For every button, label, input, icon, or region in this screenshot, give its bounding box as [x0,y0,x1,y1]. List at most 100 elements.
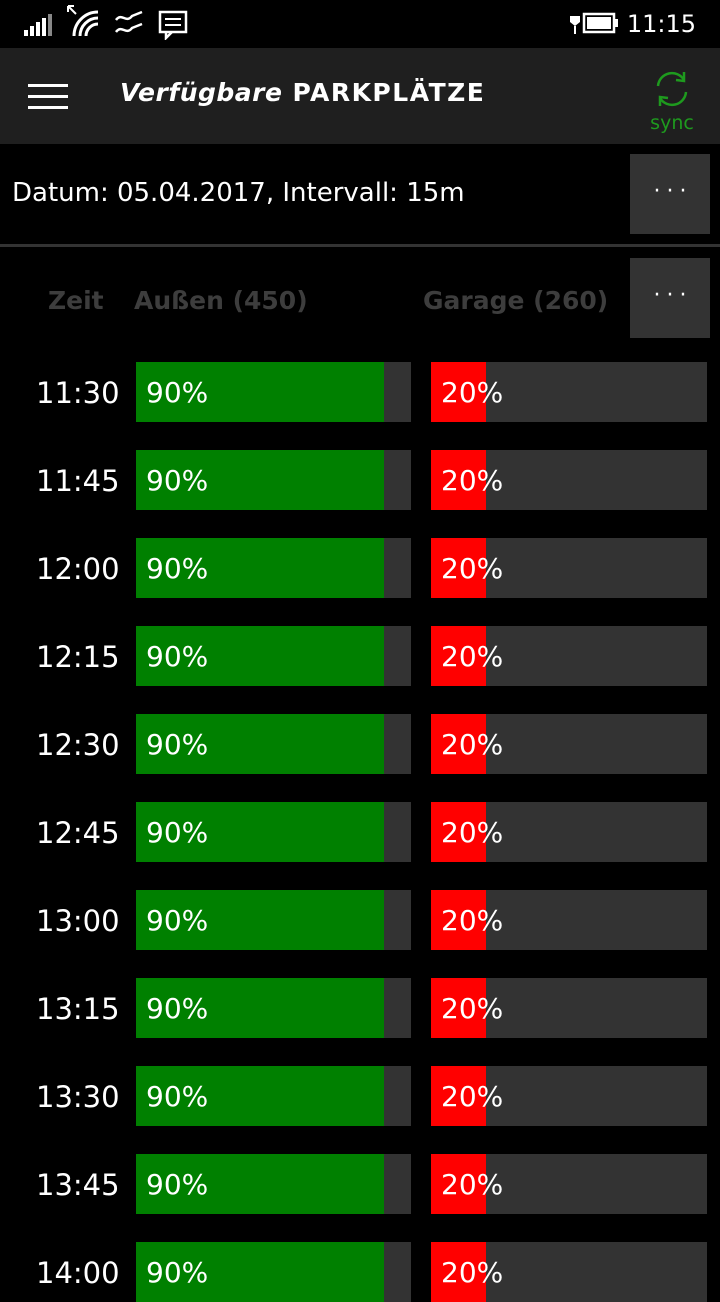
outside-bar-label: 90% [146,1080,209,1113]
table-row: 13:00 90% 20% [0,890,720,950]
outside-bar-label: 90% [146,992,209,1025]
garage-bar: 20% [431,890,707,950]
garage-bar-fill [431,1066,486,1126]
date-interval-text: Datum: 05.04.2017, Intervall: 15m [12,178,465,208]
row-time: 13:00 [36,904,120,938]
garage-bar-fill [431,1154,486,1214]
outside-bar-label: 90% [146,376,209,409]
row-time: 12:30 [36,728,120,762]
garage-bar: 20% [431,538,707,598]
outside-bar-fill [136,538,384,598]
table-row: 13:45 90% 20% [0,1154,720,1214]
garage-bar-label: 20% [441,376,504,409]
outside-bar: 90% [136,714,411,774]
outside-bar: 90% [136,450,411,510]
row-time: 12:00 [36,552,120,586]
sync-button[interactable]: sync [644,66,700,134]
outside-bar-fill [136,890,384,950]
row-time: 13:30 [36,1080,120,1114]
outside-bar-fill [136,802,384,862]
garage-bar-fill [431,450,486,510]
sync-icon [656,71,688,107]
garage-bar-fill [431,538,486,598]
outside-bar-fill [136,978,384,1038]
garage-bar-label: 20% [441,640,504,673]
signal-icon [24,14,52,36]
column-header-time: Zeit [48,286,104,315]
garage-bar-label: 20% [441,464,504,497]
page-title: Verfügbare PARKPLÄTZE [120,78,485,107]
table-row: 11:30 90% 20% [0,362,720,422]
garage-bar-label: 20% [441,816,504,849]
outside-bar: 90% [136,1154,411,1214]
status-time: 11:15 [626,10,696,38]
garage-bar: 20% [431,714,707,774]
outside-bar-fill [136,1154,384,1214]
garage-bar: 20% [431,1066,707,1126]
message-icon [158,10,188,40]
garage-bar-label: 20% [441,728,504,761]
outside-bar-fill [136,714,384,774]
outside-bar: 90% [136,1242,411,1302]
outside-bar: 90% [136,978,411,1038]
table-row: 14:00 90% 20% [0,1242,720,1302]
table-row: 12:00 90% 20% [0,538,720,598]
app-header: Verfügbare PARKPLÄTZE sync [0,48,720,144]
row-time: 12:15 [36,640,120,674]
garage-bar-label: 20% [441,1080,504,1113]
outside-bar: 90% [136,362,411,422]
table-row: 13:30 90% 20% [0,1066,720,1126]
filter-row: Datum: 05.04.2017, Intervall: 15m ··· [0,144,720,244]
garage-bar: 20% [431,450,707,510]
outside-bar-label: 90% [146,552,209,585]
page-title-part1: Verfügbare [120,78,283,107]
garage-bar: 20% [431,1154,707,1214]
outside-bar-fill [136,362,384,422]
filter-more-button[interactable]: ··· [630,154,710,234]
garage-bar-fill [431,802,486,862]
outside-bar-label: 90% [146,728,209,761]
garage-bar-fill [431,890,486,950]
row-time: 11:30 [36,376,120,410]
garage-bar: 20% [431,626,707,686]
outside-bar-label: 90% [146,816,209,849]
outside-bar: 90% [136,1066,411,1126]
column-header-garage: Garage (260) [423,286,609,315]
row-time: 14:00 [36,1256,120,1290]
table-row: 12:45 90% 20% [0,802,720,862]
divider [0,244,720,247]
garage-bar-label: 20% [441,1168,504,1201]
more-dots-icon: ··· [653,283,693,308]
columns-more-button[interactable]: ··· [630,258,710,338]
row-time: 12:45 [36,816,120,850]
table-row: 11:45 90% 20% [0,450,720,510]
outside-bar-label: 90% [146,640,209,673]
garage-bar-label: 20% [441,992,504,1025]
garage-bar: 20% [431,362,707,422]
outside-bar-label: 90% [146,1168,209,1201]
hamburger-menu-icon[interactable] [28,84,68,110]
garage-bar-label: 20% [441,552,504,585]
garage-bar: 20% [431,978,707,1038]
outside-bar: 90% [136,890,411,950]
outside-bar-fill [136,626,384,686]
garage-bar-fill [431,362,486,422]
outside-bar: 90% [136,538,411,598]
garage-bar-label: 20% [441,904,504,937]
garage-bar-fill [431,626,486,686]
data-sense-icon [115,10,143,33]
outside-bar: 90% [136,802,411,862]
row-time: 11:45 [36,464,120,498]
outside-bar-label: 90% [146,1256,209,1289]
garage-bar: 20% [431,1242,707,1302]
row-time: 13:45 [36,1168,120,1202]
status-bar: 11:15 [0,0,720,48]
more-dots-icon: ··· [653,179,693,204]
battery-charging-icon [570,12,618,34]
outside-bar-fill [136,1066,384,1126]
garage-bar-fill [431,714,486,774]
outside-bar-fill [136,450,384,510]
outside-bar-label: 90% [146,904,209,937]
garage-bar: 20% [431,802,707,862]
table-row: 13:15 90% 20% [0,978,720,1038]
